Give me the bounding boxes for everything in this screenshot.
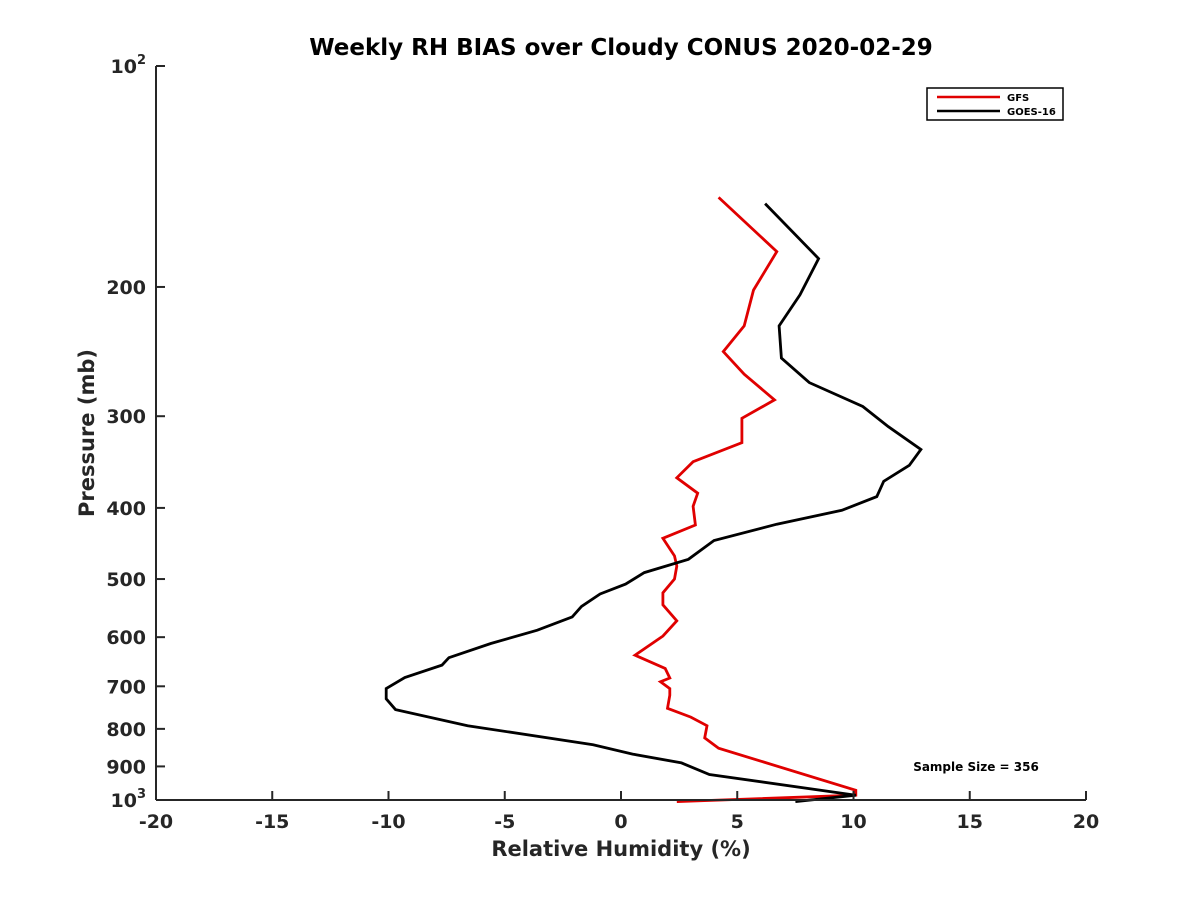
series-layer — [384, 196, 923, 803]
axes — [155, 66, 1086, 801]
x-tick-label: 10 — [840, 811, 866, 833]
x-axis-label: Relative Humidity (%) — [491, 837, 750, 861]
x-tick-label: -20 — [139, 811, 173, 833]
y-tick-label: 400 — [106, 498, 146, 520]
y-tick-label: 800 — [106, 719, 146, 741]
y-tick-label: 200 — [106, 277, 146, 299]
y-tick-label: 600 — [106, 627, 146, 649]
x-tick-label: -5 — [494, 811, 515, 833]
series-line-gfs — [632, 196, 858, 803]
legend-goes16-label: GOES-16 — [1007, 107, 1056, 118]
x-tick-label: 5 — [731, 811, 744, 833]
legend-gfs-label: GFS — [1007, 93, 1029, 104]
x-tick-label: 15 — [957, 811, 983, 833]
y-tick-label: 300 — [106, 406, 146, 428]
y-tick-label: 700 — [106, 676, 146, 698]
chart-title: Weekly RH BIAS over Cloudy CONUS 2020-02… — [309, 35, 933, 61]
legend: GFS GOES-16 — [926, 87, 1064, 121]
sample-size-annotation: Sample Size = 356 — [913, 760, 1039, 774]
x-tick-label: 20 — [1073, 811, 1099, 833]
y-tick-label: 103 — [111, 787, 147, 812]
y-tick-label: 500 — [106, 569, 146, 591]
x-ticks: -20 -15 -10 -5 0 5 10 15 20 — [139, 791, 1099, 833]
y-ticks: 102 200 300 400 500 600 700 800 900 103 — [106, 53, 165, 812]
y-tick-label: 900 — [106, 756, 146, 778]
series-line-goes-16 — [384, 202, 923, 803]
x-tick-label: -10 — [371, 811, 405, 833]
y-axis-label: Pressure (mb) — [75, 349, 99, 517]
legend-box — [926, 87, 1064, 121]
x-tick-label: -15 — [255, 811, 289, 833]
x-tick-label: 0 — [614, 811, 627, 833]
y-tick-label: 102 — [111, 53, 147, 78]
